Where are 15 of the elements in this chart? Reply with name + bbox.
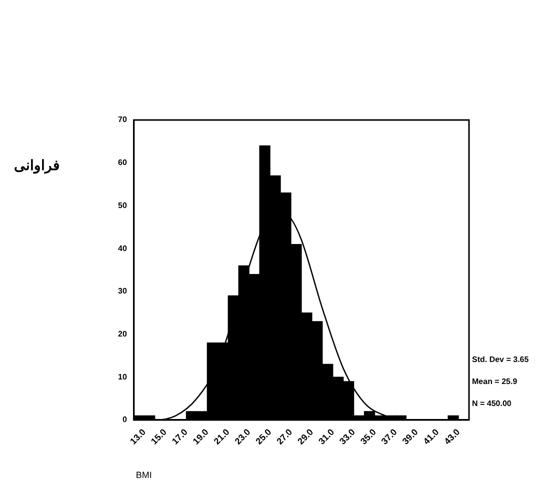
y-tick-label: 30 bbox=[118, 286, 128, 296]
x-tick-label: 43.0 bbox=[442, 426, 462, 446]
y-tick-label: 70 bbox=[118, 115, 128, 124]
y-tick-label: 0 bbox=[122, 415, 128, 424]
y-tick-label: 10 bbox=[118, 372, 128, 382]
y-tick-label: 50 bbox=[118, 200, 128, 210]
y-tick-label: 20 bbox=[118, 329, 128, 338]
text: Std. Dev = 3.65 bbox=[472, 355, 530, 364]
x-tick-label: 41.0 bbox=[421, 426, 441, 446]
text: N = 450.00 bbox=[472, 399, 512, 408]
y-tick-label: 40 bbox=[118, 244, 128, 253]
x-axis-title: BMI bbox=[136, 470, 152, 480]
y-axis-title: فراوانی bbox=[14, 156, 60, 174]
text: Mean = 25.9 bbox=[472, 377, 518, 386]
y-tick-label: 60 bbox=[118, 158, 128, 168]
